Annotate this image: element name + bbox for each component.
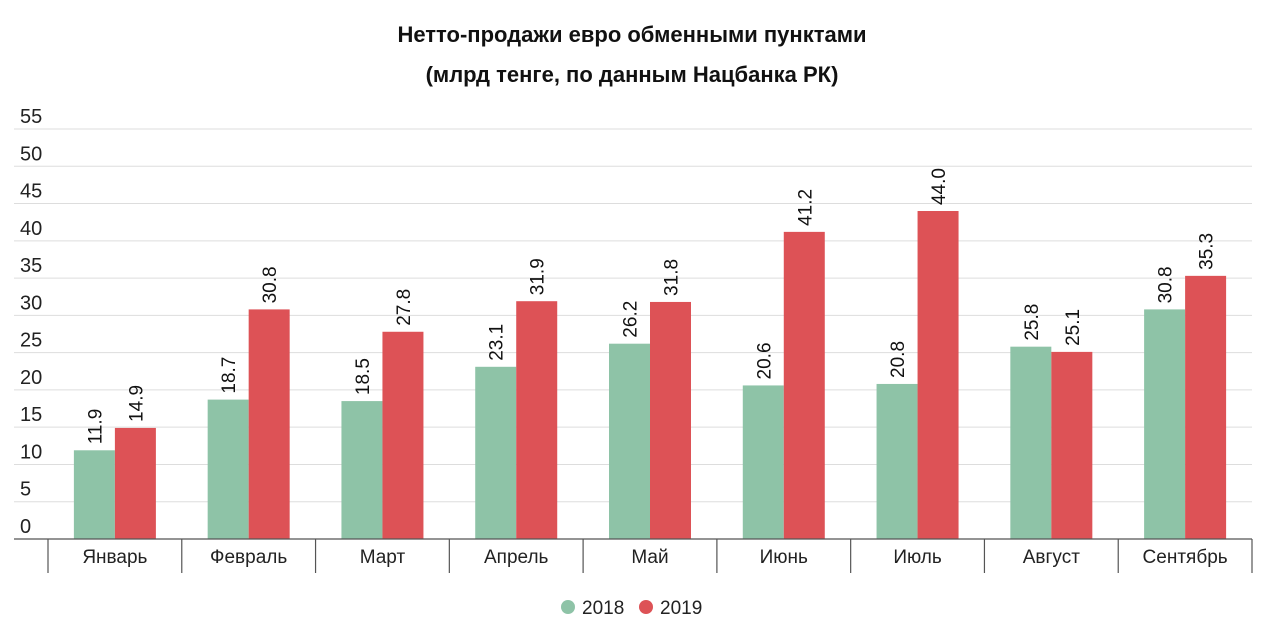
y-tick-label: 10 — [20, 441, 42, 463]
data-label: 25.1 — [1063, 309, 1084, 346]
bar-2019 — [1185, 275, 1227, 539]
data-label: 25.8 — [1022, 304, 1043, 341]
bars — [73, 211, 1227, 539]
x-tick-label: Март — [360, 547, 406, 568]
bar-2019 — [917, 211, 959, 539]
bar-2019 — [1051, 351, 1093, 539]
chart-title: Нетто-продажи евро обменными пунктами — [397, 22, 866, 47]
data-label: 30.8 — [260, 266, 281, 303]
x-tick-label: Сентябрь — [1143, 547, 1228, 568]
y-tick-label: 30 — [20, 292, 42, 314]
bar-2019 — [114, 427, 156, 539]
bar-2018 — [1144, 309, 1186, 539]
data-label: 35.3 — [1197, 233, 1218, 270]
bar-2018 — [73, 450, 115, 539]
bar-2018 — [475, 366, 517, 539]
y-tick-label: 40 — [20, 218, 42, 240]
legend-label-2018: 2018 — [582, 598, 624, 619]
x-tick-label: Январь — [82, 547, 147, 568]
bar-2018 — [1010, 346, 1052, 539]
data-label: 31.8 — [662, 259, 683, 296]
bar-2018 — [341, 401, 383, 539]
legend-marker-2018 — [561, 600, 575, 614]
y-tick-label: 55 — [20, 106, 42, 128]
bar-2019 — [783, 231, 825, 539]
data-labels: 11.9 14.9 18.7 30.8 18.5 27.8 23.1 31.9 26.2 31.8… — [85, 168, 1217, 444]
bar-2019 — [382, 331, 424, 539]
bar-2018 — [876, 383, 918, 539]
data-label: 20.8 — [888, 341, 909, 378]
x-tick-label: Апрель — [484, 547, 549, 568]
bar-2018 — [742, 385, 784, 539]
data-label: 31.9 — [528, 258, 549, 295]
legend-marker-2019 — [639, 600, 653, 614]
data-label: 27.8 — [394, 289, 415, 326]
data-label: 26.2 — [621, 301, 642, 338]
data-label: 18.5 — [353, 358, 374, 395]
x-axis: Январь Февраль Март Апрель Май Июнь Июль Август… — [14, 538, 1253, 573]
data-label: 23.1 — [487, 324, 508, 361]
data-label: 18.7 — [219, 357, 240, 394]
legend-label-2019: 2019 — [660, 598, 702, 619]
x-tick-label: Май — [631, 547, 668, 568]
data-label: 44.0 — [929, 168, 950, 205]
data-label: 14.9 — [126, 385, 147, 422]
x-tick-label: Февраль — [210, 547, 287, 568]
x-tick-label: Август — [1023, 547, 1080, 568]
y-tick-label: 50 — [20, 143, 42, 165]
x-tick-label: Июль — [893, 547, 942, 568]
y-tick-label: 35 — [20, 255, 42, 277]
y-tick-label: 25 — [20, 330, 42, 352]
y-axis-ticks: 0 5 10 15 20 25 30 35 40 45 50 55 — [20, 106, 42, 538]
data-label: 30.8 — [1156, 266, 1177, 303]
chart-subtitle: (млрд тенге, по данным Нацбанка РК) — [426, 62, 839, 87]
y-tick-label: 0 — [20, 516, 31, 538]
legend: 2018 2019 — [561, 598, 702, 619]
bar-2019 — [248, 309, 290, 539]
y-tick-label: 45 — [20, 181, 42, 203]
data-label: 20.6 — [754, 342, 775, 379]
x-tick-label: Июнь — [760, 547, 808, 568]
bar-2019 — [516, 301, 558, 539]
data-label: 11.9 — [85, 409, 106, 445]
data-label: 41.2 — [795, 189, 816, 226]
bar-2018 — [609, 343, 650, 539]
y-tick-label: 20 — [20, 367, 42, 389]
bar-2018 — [207, 399, 249, 539]
y-tick-label: 15 — [20, 404, 42, 426]
bar-2019 — [650, 301, 691, 539]
y-tick-label: 5 — [20, 479, 31, 501]
